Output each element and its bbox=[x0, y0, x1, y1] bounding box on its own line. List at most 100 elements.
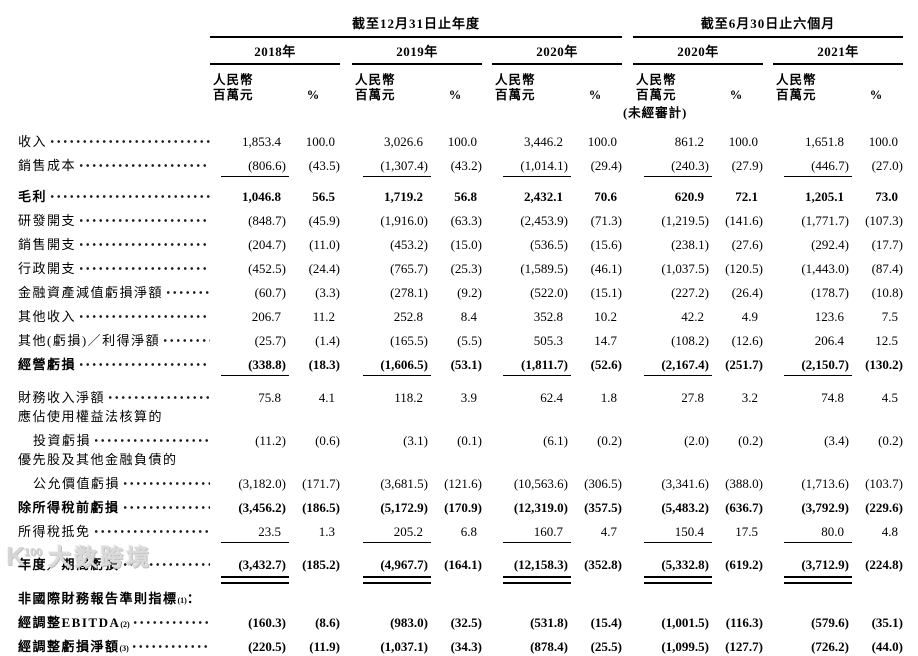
value-cell: (619.2) bbox=[725, 557, 763, 572]
watermark-text: 大数跨境 bbox=[48, 544, 153, 570]
row-label: 經調整虧損淨額 (3) bbox=[18, 632, 210, 656]
value-cell: (11.0) bbox=[309, 237, 340, 252]
table-row: 除所得稅前虧損 (3,456.2) (186.5) (5,172.9) (170.9) (… bbox=[18, 493, 905, 517]
value-cell: 1,853.4 bbox=[242, 134, 281, 149]
value-cell: 1.3 bbox=[318, 524, 335, 539]
value-cell: (107.3) bbox=[865, 213, 903, 228]
value-cell: 10.2 bbox=[594, 309, 617, 324]
value-cell: (5,332.8) bbox=[633, 555, 712, 584]
value-cell: (2,150.7) bbox=[773, 355, 852, 376]
table-row: 收入 1,853.4 100.0 3,026.6 100.0 3,446.2 100.0 86… bbox=[18, 127, 905, 151]
value-cell: (63.3) bbox=[450, 213, 482, 228]
year-header-2018: 2018年 bbox=[210, 38, 340, 65]
value-cell: (1,713.6) bbox=[801, 476, 849, 491]
table-row: 經調整EBITDA (2) (160.3) (8.6) (983.0) (32.5) (53… bbox=[18, 608, 905, 632]
row-label: 行政開支 bbox=[18, 254, 210, 278]
document-page: 截至12月31日止年度 截至6月30日止六個月 2018年 2019年 2020… bbox=[6, 16, 905, 654]
value-cell: 17.5 bbox=[735, 524, 758, 539]
value-cell: (3.4) bbox=[824, 433, 849, 448]
value-cell: 3,446.2 bbox=[524, 134, 563, 149]
period-header-annual: 截至12月31日止年度 bbox=[210, 16, 622, 38]
value-cell: (1,771.7) bbox=[801, 213, 849, 228]
value-cell: 2,432.1 bbox=[524, 189, 563, 204]
value-cell: (220.5) bbox=[248, 639, 286, 654]
value-cell: (3,681.5) bbox=[380, 476, 428, 491]
value-cell: (5.5) bbox=[457, 333, 482, 348]
value-cell: (27.6) bbox=[731, 237, 763, 252]
value-cell: 206.4 bbox=[814, 333, 844, 348]
value-cell: (251.7) bbox=[725, 357, 763, 372]
dot-leader bbox=[79, 350, 210, 369]
value-cell: (229.6) bbox=[865, 500, 903, 515]
value-cell: (806.6) bbox=[210, 156, 289, 177]
value-cell: (160.3) bbox=[248, 615, 286, 630]
value-cell: 7.5 bbox=[881, 309, 898, 324]
value-cell: 205.2 bbox=[352, 522, 431, 543]
value-cell: (27.0) bbox=[871, 158, 903, 173]
value-cell: (3,792.9) bbox=[801, 500, 849, 515]
period-header-row: 截至12月31日止年度 截至6月30日止六個月 bbox=[18, 16, 905, 38]
dot-leader bbox=[131, 632, 210, 651]
value-cell: 505.3 bbox=[533, 333, 563, 348]
value-cell: 42.2 bbox=[681, 309, 704, 324]
value-cell: 14.7 bbox=[594, 333, 617, 348]
dot-leader bbox=[122, 550, 210, 569]
table-row: 金融資產減值虧損淨額 (60.7) (3.3) (278.1) (9.2) (522.0)… bbox=[18, 278, 905, 302]
dot-leader bbox=[122, 493, 210, 512]
table-row: 研發開支 (848.7) (45.9) (1,916.0) (63.3) (2,453.9… bbox=[18, 206, 905, 230]
dot-leader bbox=[79, 230, 210, 249]
value-cell: (26.4) bbox=[731, 285, 763, 300]
value-cell: 74.8 bbox=[821, 390, 844, 405]
value-cell: (35.1) bbox=[871, 615, 903, 630]
value-cell: (240.3) bbox=[633, 156, 712, 177]
value-cell: (3,432.7) bbox=[210, 555, 289, 584]
value-cell: (8.6) bbox=[315, 615, 340, 630]
value-cell: (15.6) bbox=[590, 237, 622, 252]
value-cell: (3,182.0) bbox=[238, 476, 286, 491]
value-cell: 62.4 bbox=[540, 390, 563, 405]
value-cell: 75.8 bbox=[258, 390, 281, 405]
table-row: 應佔使用權益法核算的 投資虧損 (11.2) (0.6) (3.1) (0.1) (6.1)… bbox=[18, 407, 905, 450]
value-cell: (848.7) bbox=[248, 213, 286, 228]
unit-header-pct: % bbox=[869, 88, 883, 102]
value-cell: (15.1) bbox=[590, 285, 622, 300]
value-cell: (352.8) bbox=[584, 557, 622, 572]
value-cell: 1,046.8 bbox=[242, 189, 281, 204]
row-label: 收入 bbox=[18, 127, 210, 151]
row-label: 所得稅抵免 bbox=[18, 517, 210, 541]
value-cell: (60.7) bbox=[254, 285, 286, 300]
table-row: 其他收入 206.7 11.2 252.8 8.4 352.8 10.2 42.2 4.9 123… bbox=[18, 302, 905, 326]
dot-leader bbox=[132, 608, 210, 627]
value-cell: (25.7) bbox=[254, 333, 286, 348]
value-cell: (178.7) bbox=[811, 285, 849, 300]
unit-header-pct: % bbox=[448, 88, 462, 102]
value-cell: 56.5 bbox=[312, 189, 335, 204]
dot-leader bbox=[79, 254, 210, 273]
dot-leader bbox=[50, 127, 210, 146]
value-cell: (15.0) bbox=[450, 237, 482, 252]
value-cell: (186.5) bbox=[302, 500, 340, 515]
value-cell: 206.7 bbox=[251, 309, 281, 324]
value-cell: (11.9) bbox=[309, 639, 340, 654]
value-cell: (171.7) bbox=[302, 476, 340, 491]
value-cell: (446.7) bbox=[773, 156, 852, 177]
value-cell: (2,167.4) bbox=[633, 355, 712, 376]
value-cell: (6.1) bbox=[543, 433, 568, 448]
value-cell: 11.2 bbox=[312, 309, 335, 324]
value-cell: 4.7 bbox=[600, 524, 617, 539]
value-cell: 56.8 bbox=[454, 189, 477, 204]
value-cell: (87.4) bbox=[871, 261, 903, 276]
value-cell: (43.5) bbox=[308, 158, 340, 173]
unaudited-note: (未經審計) bbox=[623, 106, 688, 120]
row-label: 銷售成本 bbox=[18, 151, 210, 175]
value-cell: (43.2) bbox=[450, 158, 482, 173]
unit-header-rmb: 人民幣 百萬元 bbox=[776, 73, 817, 102]
year-header-2020-interim: 2020年 bbox=[633, 38, 763, 65]
value-cell: (522.0) bbox=[530, 285, 568, 300]
row-label: 其他收入 bbox=[18, 302, 210, 326]
value-cell: 73.0 bbox=[875, 189, 898, 204]
value-cell: (1,099.5) bbox=[661, 639, 709, 654]
value-cell: (24.4) bbox=[308, 261, 340, 276]
value-cell: (3,456.2) bbox=[238, 500, 286, 515]
value-cell: (11.2) bbox=[255, 433, 286, 448]
